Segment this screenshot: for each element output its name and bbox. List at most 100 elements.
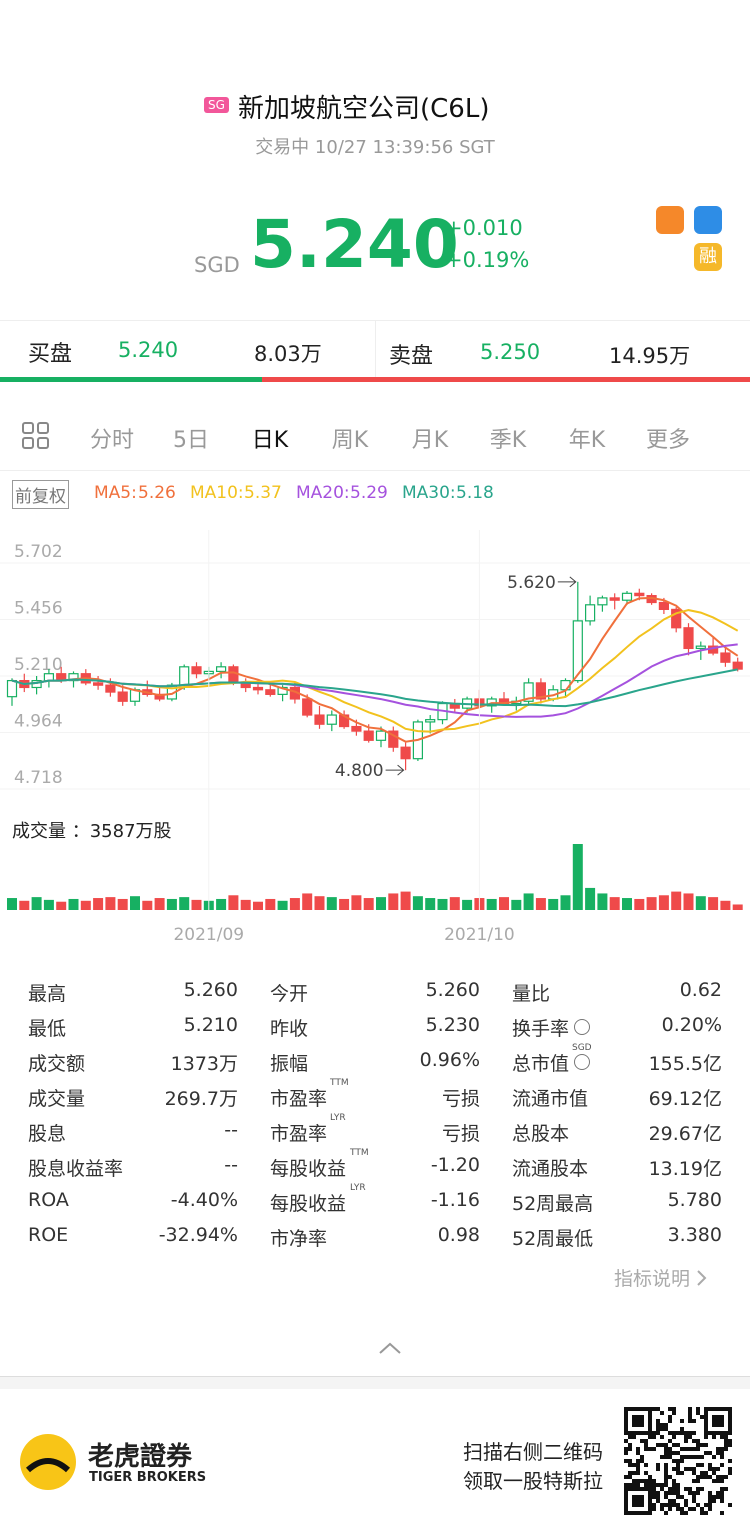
qr-cell [728, 1423, 732, 1427]
stat-label: 今开 [270, 983, 309, 1005]
qr-cell [644, 1511, 648, 1515]
grid-icon[interactable] [21, 421, 51, 451]
qr-cell [640, 1499, 644, 1503]
tab[interactable]: 周K [331, 428, 369, 453]
qr-cell [676, 1491, 680, 1495]
tab[interactable]: 日K [251, 428, 289, 453]
qr-cell [656, 1491, 660, 1495]
qr-cell [692, 1507, 696, 1511]
stat-value: 269.7万 [164, 1088, 238, 1110]
qr-cell [632, 1415, 636, 1419]
qr-cell [708, 1499, 712, 1503]
volume-bar [314, 896, 325, 910]
tab[interactable]: 更多 [645, 428, 690, 453]
volume-bar [597, 893, 608, 910]
qr-cell [652, 1507, 656, 1511]
ma-line [11, 668, 738, 708]
tab[interactable]: 年K [568, 428, 606, 453]
ma-label: MA30: [402, 483, 456, 503]
qr-cell [636, 1451, 640, 1455]
qr-cell [724, 1443, 728, 1447]
volume-bar [622, 898, 632, 910]
qr-cell [640, 1407, 644, 1411]
qr-cell [624, 1511, 628, 1515]
qr-cell [628, 1447, 632, 1451]
qr-cell [728, 1467, 732, 1471]
indicator-link[interactable]: 指标说明 [614, 1264, 710, 1291]
qr-cell [728, 1407, 732, 1411]
qr-cell [632, 1503, 636, 1507]
chevron [697, 1270, 707, 1286]
icon-short[interactable] [656, 206, 684, 234]
qr-cell [700, 1511, 704, 1515]
qr-cell [636, 1483, 640, 1487]
info-icon[interactable] [574, 1054, 590, 1070]
qr-cell [708, 1451, 712, 1455]
qr-cell [724, 1487, 728, 1491]
qr-cell [720, 1499, 724, 1503]
qr-cell [660, 1443, 664, 1447]
qr-cell [648, 1419, 652, 1423]
qr-cell [704, 1511, 708, 1515]
stat-sup: LYR [330, 1113, 346, 1123]
tab[interactable]: 分时 [89, 428, 134, 453]
qr-cell [708, 1463, 712, 1467]
stat-label: 成交量 [28, 1088, 86, 1110]
qr-cell [696, 1447, 700, 1451]
qr-cell [624, 1423, 628, 1427]
tab[interactable]: 5日 [173, 428, 209, 453]
qr-cell [624, 1411, 628, 1415]
qr-cell [680, 1511, 684, 1515]
qr-cell [696, 1439, 700, 1443]
qr-cell [720, 1511, 724, 1515]
stat-value: 1373万 [170, 1053, 238, 1075]
qr-cell [660, 1483, 664, 1487]
volume-bar [523, 893, 534, 910]
adjust-button[interactable]: 前复权 [12, 480, 69, 509]
collapse-arrow[interactable] [378, 1341, 402, 1355]
qr-cell [724, 1435, 728, 1439]
qr-cell [680, 1495, 684, 1499]
qr-cell [636, 1431, 640, 1435]
qr-cell [696, 1475, 700, 1479]
icon-margin[interactable]: 融 [694, 243, 722, 271]
qr-cell [632, 1407, 636, 1411]
qr-cell [696, 1487, 700, 1491]
icon-fast[interactable] [694, 206, 722, 234]
qr-cell [652, 1495, 656, 1499]
volume-bar [142, 900, 153, 910]
tab[interactable]: 月K [411, 428, 449, 453]
qr-cell [696, 1503, 700, 1507]
qr-cell [644, 1447, 648, 1451]
qr-cell [660, 1503, 664, 1507]
footer-ad[interactable]: 老虎證券 TIGER BROKERS 扫描右侧二维码 领取一股特斯拉 [0, 1389, 750, 1534]
qr-cell [636, 1479, 640, 1483]
qr-cell [712, 1435, 716, 1439]
qr-cell [636, 1467, 640, 1471]
qr-cell [672, 1503, 676, 1507]
qr-cell [656, 1423, 660, 1427]
qr-cell [676, 1507, 680, 1511]
qr-cell [688, 1447, 692, 1451]
volume-bar [277, 900, 288, 910]
divider [375, 321, 376, 377]
tab[interactable]: 季K [489, 428, 527, 453]
qr-cell [716, 1447, 720, 1451]
qr-cell [636, 1447, 640, 1451]
info-icon[interactable] [574, 1019, 590, 1035]
qr-cell [668, 1503, 672, 1507]
qr-cell [664, 1451, 668, 1455]
volume-bar [43, 899, 54, 910]
qr-cell [676, 1471, 680, 1475]
qr-cell [628, 1511, 632, 1515]
qr-cell [728, 1459, 732, 1463]
qr-cell [720, 1423, 724, 1427]
qr-cell [632, 1495, 636, 1499]
volume-bar [548, 898, 559, 910]
qr-cell [688, 1407, 692, 1411]
qr-cell [664, 1467, 668, 1471]
qr-cell [688, 1431, 692, 1435]
y-tick-label: 5.456 [14, 599, 63, 619]
stat-label: 股息 [28, 1123, 67, 1145]
qr-cell [624, 1475, 628, 1479]
